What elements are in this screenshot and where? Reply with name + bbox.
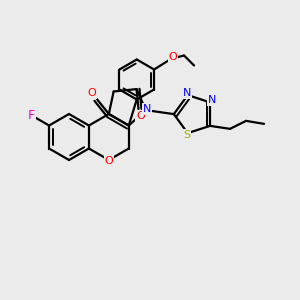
Text: F: F xyxy=(28,109,35,122)
Text: O: O xyxy=(88,88,96,98)
Text: O: O xyxy=(169,52,178,62)
Text: N: N xyxy=(208,95,216,105)
Text: O: O xyxy=(136,111,145,121)
Text: O: O xyxy=(104,156,113,166)
Text: N: N xyxy=(143,104,151,114)
Text: N: N xyxy=(182,88,191,98)
Text: S: S xyxy=(183,130,190,140)
